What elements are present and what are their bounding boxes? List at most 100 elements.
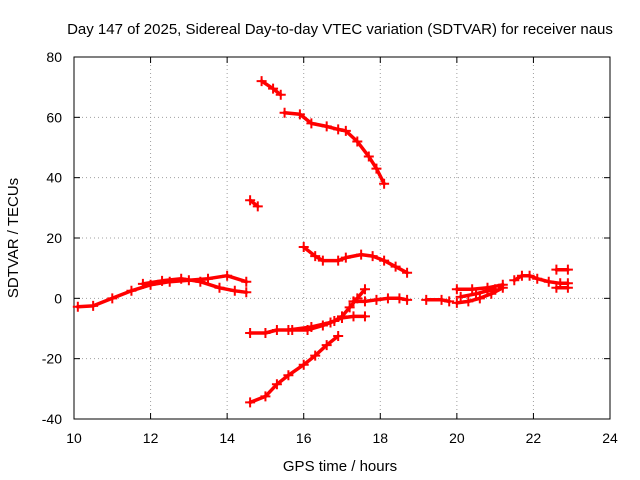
data-point	[271, 379, 282, 390]
data-point	[271, 325, 282, 336]
chart-title: Day 147 of 2025, Sidereal Day-to-day VTE…	[67, 21, 613, 38]
data-point	[176, 273, 187, 284]
y-tick-label: -20	[42, 351, 62, 367]
data-point	[344, 302, 355, 313]
series-track-8	[283, 311, 370, 336]
data-point	[321, 121, 332, 132]
grid	[74, 57, 610, 419]
data-point	[455, 291, 466, 302]
series	[72, 76, 573, 408]
data-point	[509, 275, 520, 286]
data-point	[532, 273, 543, 284]
data-point	[402, 294, 413, 305]
y-tick-label: 80	[46, 49, 62, 65]
data-point	[444, 296, 455, 307]
data-point	[371, 163, 382, 174]
series-track-9	[245, 331, 344, 408]
data-point	[283, 370, 294, 381]
data-point	[394, 293, 405, 304]
data-point	[471, 288, 481, 299]
data-point	[562, 282, 573, 293]
series-track-6	[298, 242, 413, 278]
data-point	[402, 267, 413, 278]
data-point	[245, 397, 256, 408]
data-point	[359, 296, 370, 307]
data-point	[333, 255, 344, 266]
data-point	[333, 331, 344, 342]
data-point	[126, 285, 137, 296]
data-point	[229, 285, 240, 296]
data-point	[245, 328, 256, 339]
series-line	[301, 245, 409, 275]
data-point	[551, 282, 562, 293]
series-track-15	[509, 270, 573, 289]
data-point	[222, 270, 233, 281]
data-point	[363, 151, 374, 162]
data-point	[298, 359, 309, 370]
series-track-14	[455, 284, 501, 302]
data-point	[275, 89, 286, 100]
data-point	[524, 270, 535, 281]
x-tick-label: 20	[449, 430, 465, 446]
data-point	[352, 136, 363, 147]
x-tick-label: 14	[219, 430, 235, 446]
data-point	[203, 273, 213, 284]
series-line	[248, 334, 340, 405]
data-point	[245, 195, 256, 206]
data-point	[298, 242, 309, 253]
data-point	[333, 124, 344, 135]
data-point	[214, 282, 225, 293]
data-point	[562, 264, 573, 275]
data-point	[436, 294, 447, 305]
y-tick-label: -40	[42, 411, 62, 427]
data-point	[157, 275, 168, 286]
data-point	[463, 296, 474, 307]
data-point	[379, 178, 390, 189]
x-tick-label: 12	[143, 430, 159, 446]
data-point	[325, 317, 336, 328]
y-tick-label: 0	[54, 290, 62, 306]
x-tick-label: 18	[372, 430, 388, 446]
data-point	[310, 251, 321, 262]
data-point	[283, 325, 294, 336]
data-point	[551, 264, 562, 275]
data-point	[294, 109, 305, 120]
series-track-7	[245, 284, 370, 339]
data-point	[371, 294, 382, 305]
data-point	[359, 284, 370, 295]
data-point	[379, 255, 390, 266]
data-point	[340, 125, 351, 136]
data-point	[382, 293, 393, 304]
data-point	[88, 300, 99, 311]
data-point	[260, 391, 271, 402]
series-track-2	[137, 273, 252, 298]
series-track-3	[245, 195, 263, 212]
y-tick-label: 40	[46, 170, 62, 186]
y-tick-label: 20	[46, 230, 62, 246]
data-point	[367, 251, 378, 262]
data-point	[321, 340, 332, 351]
x-axis-label: GPS time / hours	[283, 458, 397, 475]
data-point	[260, 328, 271, 339]
series-line	[76, 273, 249, 309]
series-line	[282, 111, 386, 186]
x-tick-label: 24	[602, 430, 618, 446]
data-point	[356, 249, 367, 260]
data-point	[348, 296, 359, 307]
data-point	[256, 76, 267, 87]
data-point	[107, 293, 118, 304]
data-point	[310, 350, 321, 361]
data-point	[252, 201, 263, 212]
series-track-16	[551, 264, 573, 275]
data-point	[490, 284, 501, 295]
data-point	[137, 278, 148, 289]
data-point	[306, 321, 317, 332]
x-tick-label: 22	[526, 430, 542, 446]
data-point	[279, 107, 290, 118]
x-tick-label: 16	[296, 430, 312, 446]
data-point	[359, 311, 370, 322]
series-line	[248, 198, 260, 209]
data-point	[451, 284, 462, 295]
data-point	[421, 294, 432, 305]
